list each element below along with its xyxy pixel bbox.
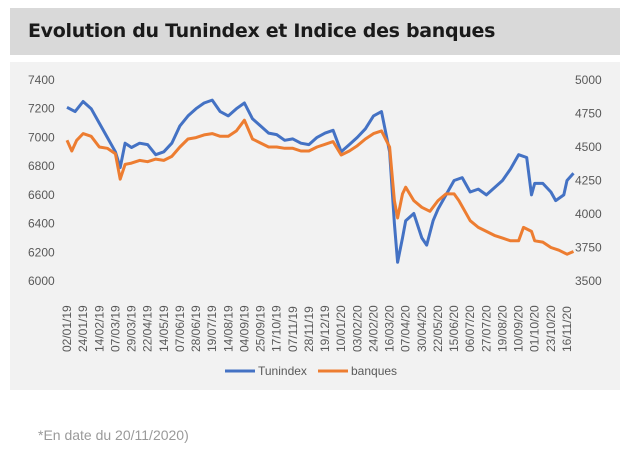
x-tick-label: 28/11/19 <box>302 306 316 352</box>
x-tick-label: 14/02/19 <box>92 305 106 352</box>
x-tick-label: 16/11/20 <box>560 306 574 352</box>
x-tick-label: 06/07/20 <box>463 305 477 352</box>
x-tick-label: 10/09/20 <box>512 305 526 352</box>
chart-title: Evolution du Tunindex et Indice des banq… <box>28 20 496 42</box>
x-tick-label: 24/02/20 <box>366 305 380 352</box>
y-left-tick-label: 7000 <box>28 130 55 144</box>
series-line-tunindex <box>66 98 575 264</box>
x-tick-label: 16/03/20 <box>383 305 397 352</box>
x-tick-label: 10/01/20 <box>334 305 348 352</box>
y-right-tick-label: 3750 <box>575 241 602 255</box>
x-tick-label: 27/07/20 <box>479 305 493 352</box>
y-right-tick-label: 4000 <box>575 207 602 221</box>
x-tick-label: 30/04/20 <box>415 305 429 352</box>
x-tick-label: 19/07/19 <box>205 305 219 352</box>
x-tick-label: 19/12/19 <box>318 305 332 352</box>
series-line-banques <box>65 118 575 256</box>
x-tick-label: 02/01/19 <box>60 305 74 352</box>
x-tick-label: 29/03/19 <box>125 305 139 352</box>
y-left-tick-label: 6000 <box>28 274 55 288</box>
x-tick-label: 14/05/19 <box>157 305 171 352</box>
x-tick-label: 22/04/19 <box>141 305 155 352</box>
y-right-tick-label: 4250 <box>575 174 602 188</box>
legend-label: banques <box>351 364 397 378</box>
x-tick-label: 01/10/20 <box>528 305 542 352</box>
x-tick-label: 28/06/19 <box>189 305 203 352</box>
x-tick-label: 03/02/20 <box>350 305 364 352</box>
y-left-tick-label: 6600 <box>28 188 55 202</box>
y-right-tick-label: 5000 <box>575 73 602 87</box>
y-left-tick-label: 7400 <box>28 73 55 87</box>
y-left-tick-label: 6800 <box>28 159 55 173</box>
x-tick-label: 17/10/19 <box>270 305 284 352</box>
x-tick-label: 04/09/19 <box>237 305 251 352</box>
y-right-tick-label: 4750 <box>575 107 602 121</box>
x-tick-label: 07/11/19 <box>286 306 300 352</box>
y-left-tick-label: 6400 <box>28 217 55 231</box>
chart-panel <box>10 62 620 390</box>
x-tick-label: 07/06/19 <box>173 305 187 352</box>
y-right-tick-label: 4500 <box>575 140 602 154</box>
x-tick-label: 15/06/20 <box>447 305 461 352</box>
y-right-tick-label: 3500 <box>575 274 602 288</box>
x-tick-label: 14/08/19 <box>221 305 235 352</box>
y-left-tick-label: 7200 <box>28 102 55 116</box>
x-tick-label: 19/08/20 <box>495 305 509 352</box>
footnote: *En date du 20/11/2020) <box>38 427 189 443</box>
y-left-tick-label: 6200 <box>28 245 55 259</box>
x-tick-label: 25/09/19 <box>254 305 268 352</box>
x-tick-label: 22/05/20 <box>431 305 445 352</box>
chart-title-banner: Evolution du Tunindex et Indice des banq… <box>10 8 620 55</box>
legend-label: Tunindex <box>258 364 307 378</box>
x-tick-label: 07/03/19 <box>108 305 122 352</box>
x-tick-label: 07/04/20 <box>399 305 413 352</box>
x-tick-label: 23/10/20 <box>544 305 558 352</box>
x-tick-label: 24/01/19 <box>76 305 90 352</box>
